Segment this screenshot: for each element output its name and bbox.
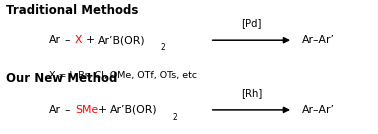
Text: X: X (75, 35, 82, 45)
Text: [Pd]: [Pd] (241, 18, 262, 28)
Text: 2: 2 (173, 113, 178, 122)
Text: Ar–Ar’: Ar–Ar’ (302, 35, 335, 45)
Text: Ar’B(OR): Ar’B(OR) (98, 35, 145, 45)
Text: +: + (86, 35, 95, 45)
Text: Ar: Ar (49, 105, 61, 115)
Text: Our New Method: Our New Method (6, 72, 117, 85)
Text: +: + (98, 105, 107, 115)
Text: –: – (64, 105, 70, 115)
Text: 2: 2 (161, 43, 166, 52)
Text: X = I, Br, Cl, OMe, OTf, OTs, etc: X = I, Br, Cl, OMe, OTf, OTs, etc (49, 71, 197, 80)
Text: Ar’B(OR): Ar’B(OR) (110, 105, 157, 115)
Text: Traditional Methods: Traditional Methods (6, 4, 138, 17)
Text: SMe: SMe (75, 105, 98, 115)
Text: Ar–Ar’: Ar–Ar’ (302, 105, 335, 115)
Text: –: – (64, 35, 70, 45)
Text: [Rh]: [Rh] (241, 88, 262, 98)
Text: Ar: Ar (49, 35, 61, 45)
